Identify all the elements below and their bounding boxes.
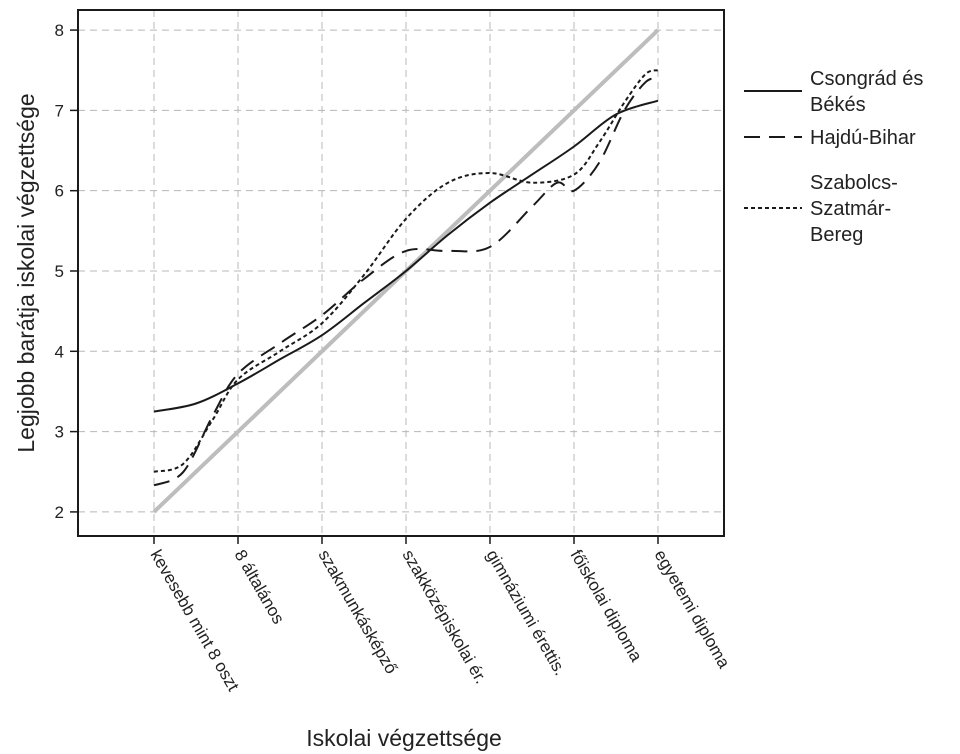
legend: Csongrád és Békés Hajdú-Bihar Szabolcs-Szat… (744, 68, 923, 246)
x-tick-label: kevesebb mint 8 oszt (147, 547, 243, 695)
series-line (153, 99, 659, 413)
y-tick-label: 3 (55, 423, 64, 442)
plot-frame (77, 9, 725, 537)
legend-item: Hajdú-Bihar (744, 127, 916, 149)
x-tick-label: szakközépiskolai ér. (399, 547, 491, 687)
series-line (153, 77, 659, 487)
y-tick-label: 8 (55, 21, 64, 40)
series-layer (152, 28, 660, 514)
x-tick-label: gimnáziumi érettis. (483, 547, 570, 679)
y-axis: 2 3 4 5 6 7 8 (55, 21, 78, 522)
legend-item: Szabolcs-Szatmár-Bereg (744, 172, 898, 246)
x-tick-label: szakmunkásképző (315, 547, 401, 678)
y-tick-label: 2 (55, 503, 64, 522)
y-tick-label: 6 (55, 182, 64, 201)
grid-layer (78, 10, 724, 536)
x-axis-title: Iskolai végzettsége (306, 725, 502, 751)
legend-label: Hajdú-Bihar (810, 127, 916, 149)
x-tick-label: egyetemi diploma (651, 547, 734, 672)
y-tick-label: 4 (55, 342, 64, 361)
legend-item: Csongrád és Békés (744, 68, 923, 116)
y-tick-label: 7 (55, 101, 64, 120)
y-axis-title: Legjobb barátja iskolai végzettsége (13, 93, 39, 452)
x-tick-label: 8 általános (231, 547, 289, 628)
legend-label: Csongrád és Békés (810, 68, 923, 116)
x-tick-label: főiskolai diploma (567, 547, 647, 666)
y-tick-label: 5 (55, 262, 64, 281)
legend-label: Szabolcs-Szatmár-Bereg (810, 172, 898, 246)
